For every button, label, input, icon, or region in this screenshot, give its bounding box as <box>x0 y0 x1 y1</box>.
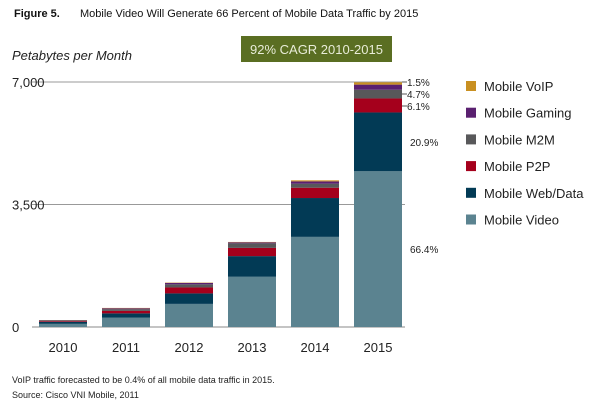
y-tick-label: 7,000 <box>12 75 45 90</box>
legend-label: Mobile VoIP <box>484 79 553 94</box>
bar-segment-mobile-voip <box>354 82 402 85</box>
bar-segment-mobile-web-data <box>228 256 276 277</box>
legend-swatch <box>466 107 476 118</box>
x-tick-label: 2010 <box>49 340 78 355</box>
footnote: VoIP traffic forecasted to be 0.4% of al… <box>12 375 275 385</box>
x-tick-label: 2012 <box>175 340 204 355</box>
share-label: 6.1% <box>407 102 430 113</box>
y-tick-label: 3,500 <box>12 198 45 213</box>
bar-segment-mobile-p2p <box>39 321 87 322</box>
bar-segment-mobile-p2p <box>165 287 213 294</box>
bar-segment-mobile-web-data <box>291 198 339 237</box>
bar-segment-mobile-p2p <box>291 187 339 199</box>
y-axis-label: Petabytes per Month <box>12 48 132 63</box>
bar-segment-mobile-video <box>228 276 276 327</box>
legend-label: Mobile M2M <box>484 132 555 147</box>
bar-segment-mobile-p2p <box>354 98 402 113</box>
bar-segment-mobile-p2p <box>102 310 150 314</box>
bar-segment-mobile-m2m <box>291 183 339 188</box>
bar-segment-mobile-video <box>291 236 339 327</box>
bar-segment-mobile-gaming <box>102 308 150 310</box>
share-label: 1.5% <box>407 78 430 89</box>
cagr-badge <box>241 36 392 62</box>
bar-segment-mobile-m2m <box>354 89 402 99</box>
legend-swatch <box>466 134 476 145</box>
bar-segment-mobile-video <box>39 323 87 327</box>
bar-segment-mobile-m2m <box>165 284 213 288</box>
cagr-text: 92% CAGR 2010-2015 <box>250 42 383 57</box>
x-tick-label: 2013 <box>238 340 267 355</box>
share-label: 20.9% <box>410 138 438 149</box>
bar-segment-mobile-gaming <box>165 282 213 285</box>
legend-swatch <box>466 81 476 91</box>
bar-segment-mobile-gaming <box>228 242 276 244</box>
bar-segment-mobile-m2m <box>39 320 87 322</box>
x-tick-label: 2015 <box>364 340 393 355</box>
legend-label: Mobile Gaming <box>484 106 571 121</box>
share-label: 4.7% <box>407 90 430 101</box>
bar-segment-mobile-m2m <box>228 243 276 248</box>
bar-segment-mobile-web-data <box>165 293 213 304</box>
legend-label: Mobile Video <box>484 213 559 228</box>
bar-segment-mobile-video <box>165 303 213 327</box>
bar-segment-mobile-video <box>354 171 402 327</box>
legend-swatch <box>466 187 476 198</box>
legend-label: Mobile Web/Data <box>484 186 584 201</box>
share-label: 66.4% <box>410 245 438 256</box>
x-tick-label: 2011 <box>112 340 140 355</box>
y-tick-label: 0 <box>12 320 19 335</box>
legend-swatch <box>466 214 476 225</box>
bar-segment-mobile-web-data <box>354 112 402 172</box>
bar-segment-mobile-gaming <box>291 181 339 184</box>
chart-title: Mobile Video Will Generate 66 Percent of… <box>80 8 418 20</box>
bar-segment-mobile-voip <box>291 180 339 182</box>
source-note: Source: Cisco VNI Mobile, 2011 <box>12 390 139 400</box>
bar-segment-mobile-gaming <box>354 84 402 90</box>
bar-segment-mobile-web-data <box>102 313 150 318</box>
bar-segment-mobile-web-data <box>39 321 87 324</box>
x-tick-label: 2014 <box>301 340 330 355</box>
figure-label: Figure 5. <box>14 8 60 20</box>
bar-segment-mobile-m2m <box>102 309 150 311</box>
bar-segment-mobile-video <box>102 317 150 327</box>
legend-label: Mobile P2P <box>484 159 550 174</box>
legend-swatch <box>466 161 476 172</box>
bar-segment-mobile-p2p <box>228 247 276 257</box>
